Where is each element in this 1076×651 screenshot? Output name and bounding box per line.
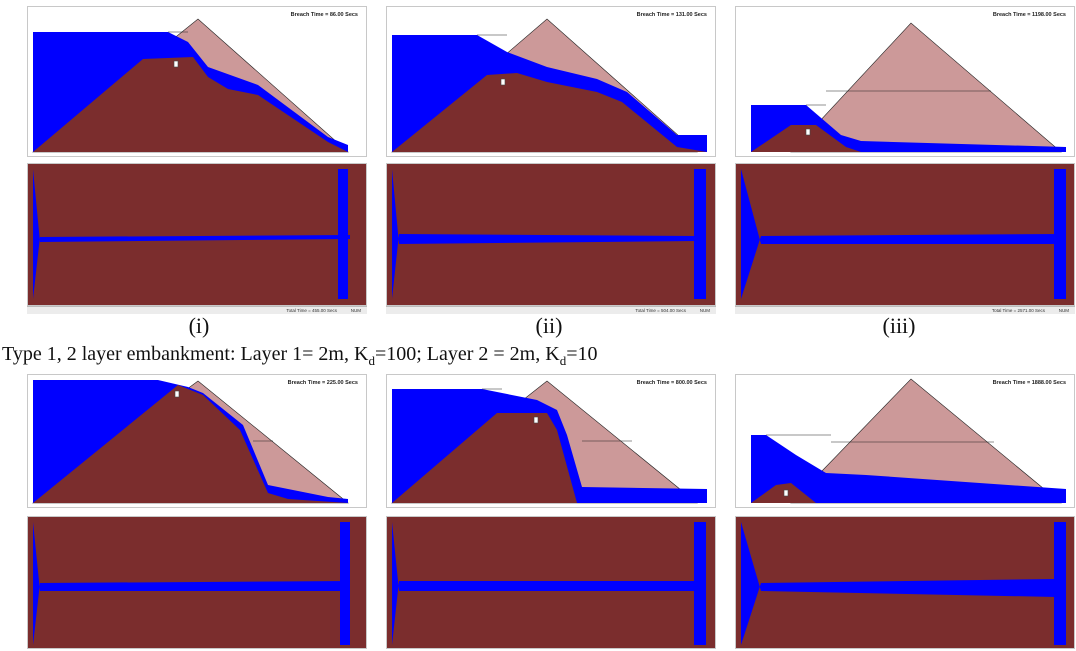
status-bar: Total Time = 504.00 Secs NUM xyxy=(386,306,716,314)
breach-time: Breach Time = 86.00 Secs xyxy=(290,12,358,18)
node-marker-icon xyxy=(174,390,180,398)
figure-caption: Type 1, 2 layer embankment: Layer 1= 2m,… xyxy=(2,343,598,368)
plan-panel-r1-iii xyxy=(735,163,1075,306)
profile-panel-r1-ii: Breach Time = 131.00 Secs xyxy=(386,6,716,157)
profile-diagram xyxy=(32,18,349,153)
plan-diagram xyxy=(387,164,715,305)
breach-time: Breach Time = 1888.00 Secs xyxy=(992,380,1066,386)
node-marker-icon xyxy=(500,78,506,86)
plan-diagram xyxy=(736,517,1074,648)
panel-label-i: (i) xyxy=(188,313,210,338)
profile-diagram xyxy=(751,22,1066,153)
profile-panel-r2-iii: Breach Time = 1888.00 Secs xyxy=(735,374,1075,508)
profile-panel-r2-ii: Breach Time = 800.00 Secs xyxy=(386,374,716,508)
plan-panel-r2-ii xyxy=(386,516,716,649)
node-marker-icon xyxy=(783,489,789,497)
status-bar: Total Time = 455.00 Secs NUM xyxy=(27,306,367,314)
eroded-core xyxy=(392,413,577,503)
profile-panel-r2-i: Breach Time = 225.00 Secs xyxy=(27,374,367,508)
plan-diagram xyxy=(28,517,366,648)
eroded-core xyxy=(751,125,861,152)
node-marker-icon xyxy=(173,60,179,68)
plan-panel-r1-i xyxy=(27,163,367,306)
plan-diagram xyxy=(28,164,366,305)
breach-time: Breach Time = 800.00 Secs xyxy=(636,380,707,386)
breach-time: Breach Time = 225.00 Secs xyxy=(287,380,358,386)
panel-label-iii: (iii) xyxy=(882,313,916,338)
profile-diagram xyxy=(751,378,1066,504)
node-marker-icon xyxy=(805,128,811,136)
status-bar: Total Time = 2571.00 Secs NUM xyxy=(735,306,1075,314)
eroded-core xyxy=(33,57,348,152)
eroded-core xyxy=(33,385,348,503)
breach-time: Breach Time = 131.00 Secs xyxy=(636,12,707,18)
profile-diagram xyxy=(391,380,707,504)
profile-panel-r1-i: Breach Time = 86.00 Secs xyxy=(27,6,367,157)
water-region xyxy=(751,435,1066,503)
breach-time: Breach Time = 1198.00 Secs xyxy=(992,12,1066,18)
plan-diagram xyxy=(736,164,1074,305)
eroded-core xyxy=(751,483,816,503)
profile-diagram xyxy=(391,18,707,153)
plan-diagram xyxy=(387,517,715,648)
panel-label-ii: (ii) xyxy=(535,313,563,338)
profile-panel-r1-iii: Breach Time = 1198.00 Secs xyxy=(735,6,1075,157)
node-marker-icon xyxy=(533,416,539,424)
plan-panel-r2-iii xyxy=(735,516,1075,649)
profile-diagram xyxy=(32,380,349,504)
plan-panel-r1-ii xyxy=(386,163,716,306)
plan-panel-r2-i xyxy=(27,516,367,649)
eroded-core xyxy=(392,73,707,152)
